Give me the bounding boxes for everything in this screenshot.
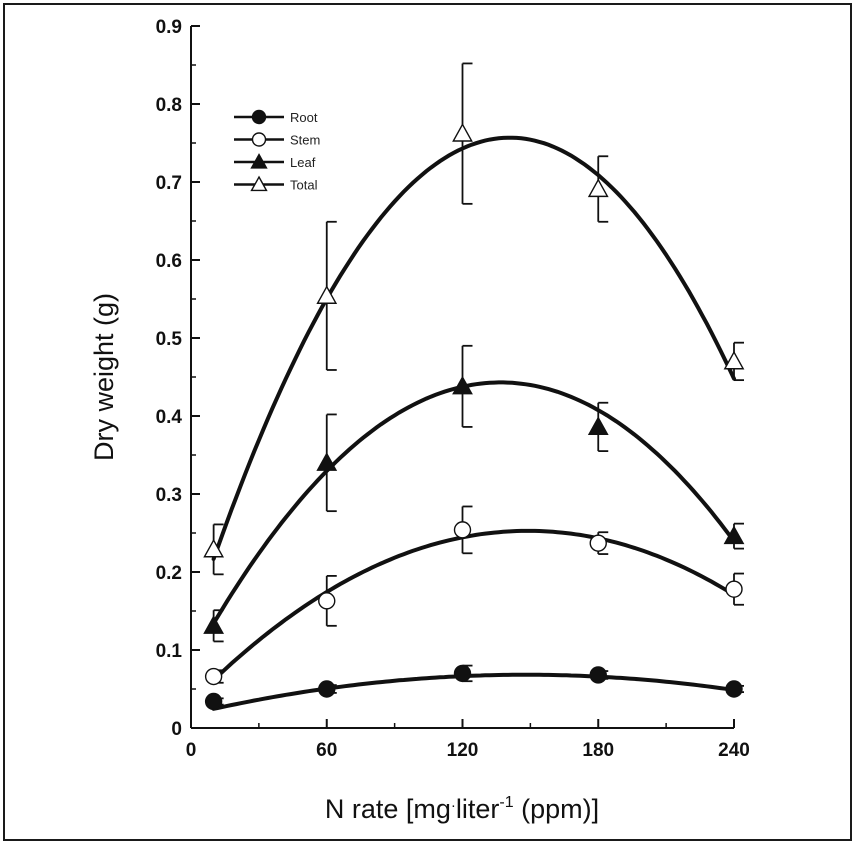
y-tick-label: 0.1 (156, 641, 183, 662)
data-point-root (204, 692, 223, 711)
data-point-leaf (452, 375, 473, 395)
data-point-root (725, 680, 743, 698)
data-point-stem (204, 667, 223, 686)
fit-curve-total (211, 135, 736, 561)
data-point-stem (589, 534, 607, 552)
legend-label-leaf: Leaf (290, 155, 316, 170)
x-tick-label: 240 (718, 740, 750, 761)
legend-marker-total (250, 175, 268, 192)
y-tick-label: 0.8 (156, 95, 182, 116)
legend: Root Stem Leaf Total (234, 109, 320, 193)
legend-marker-stem (251, 132, 267, 147)
data-point-total (203, 538, 225, 558)
y-tick-label: 0.7 (156, 173, 182, 194)
data-point-root (589, 666, 607, 684)
data-point-root (453, 664, 472, 683)
y-tick-label: 0.2 (156, 563, 182, 584)
x-tick-label: 180 (582, 740, 614, 761)
data-point-total (723, 350, 745, 370)
y-tick-label: 0.5 (156, 329, 183, 350)
fit-curve-stem (211, 528, 736, 682)
y-tick-label: 0.3 (156, 485, 182, 506)
data-point-stem (725, 580, 743, 598)
y-tick-label: 0 (171, 719, 182, 740)
data-point-leaf (203, 615, 225, 634)
fit-curve-leaf (211, 380, 736, 626)
data-point-total (452, 122, 473, 142)
legend-label-root: Root (290, 110, 318, 125)
data-point-leaf (723, 525, 745, 545)
legend-label-total: Total (290, 178, 318, 193)
data-point-stem (453, 521, 472, 539)
x-tick-label: 0 (186, 740, 197, 761)
data-points (203, 122, 745, 711)
y-tick-label: 0.4 (156, 407, 183, 428)
y-axis-title: Dry weight (g) (89, 293, 119, 461)
y-tick-label: 0.6 (156, 251, 182, 272)
legend-marker-root (251, 109, 267, 125)
x-tick-label: 120 (447, 740, 479, 761)
fit-curves (211, 135, 736, 711)
legend-label-stem: Stem (290, 133, 320, 148)
data-point-total (316, 285, 338, 304)
data-point-total (587, 178, 609, 198)
y-tick-label: 0.9 (156, 17, 182, 38)
fit-curve-root (211, 672, 736, 711)
legend-marker-leaf (250, 153, 268, 169)
ticks: 0 0.1 0.2 0.3 0.4 0.5 0.6 0.7 0.8 0.9 0 60 120 180 240 (156, 17, 750, 761)
data-point-leaf (587, 416, 609, 435)
data-point-leaf (316, 452, 338, 471)
x-tick-label: 60 (316, 740, 337, 761)
data-point-root (318, 680, 336, 698)
chart-frame (3, 3, 852, 841)
data-point-stem (318, 592, 336, 610)
x-axis-title: N rate [mg·liter-1 (ppm)] (325, 794, 599, 824)
